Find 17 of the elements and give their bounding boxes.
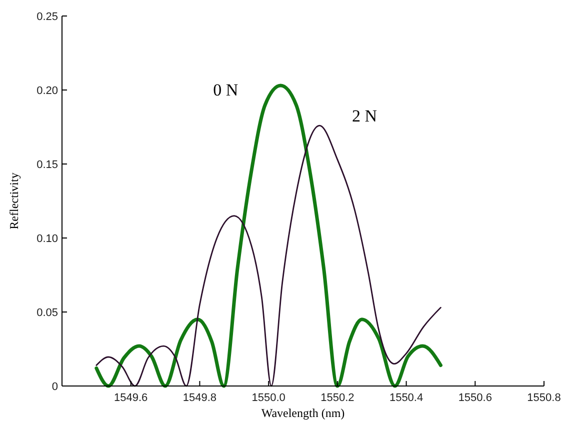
x-tick-label: 1550.8 [527, 392, 561, 404]
x-axis-title: Wavelength (nm) [261, 406, 345, 420]
y-axis-title: Reflectivity [7, 172, 21, 230]
x-tick-label: 1550.2 [320, 392, 354, 404]
x-tick-label: 1550.6 [458, 392, 492, 404]
x-tick-label: 1550.0 [252, 392, 286, 404]
y-tick-label: 0.15 [36, 159, 58, 171]
y-tick-label: 0.10 [36, 233, 58, 245]
x-tick-label: 1550.4 [389, 392, 424, 404]
y-tick-label: 0 [52, 381, 58, 393]
x-tick-label: 1549.8 [182, 392, 217, 404]
y-tick-label: 0.05 [36, 307, 58, 319]
series-label: 0 N [213, 80, 238, 100]
x-tick-label: 1549.6 [114, 392, 148, 404]
y-tick-label: 0.25 [36, 11, 58, 23]
y-tick-label: 0.20 [36, 85, 58, 97]
series-label: 2 N [352, 106, 378, 126]
